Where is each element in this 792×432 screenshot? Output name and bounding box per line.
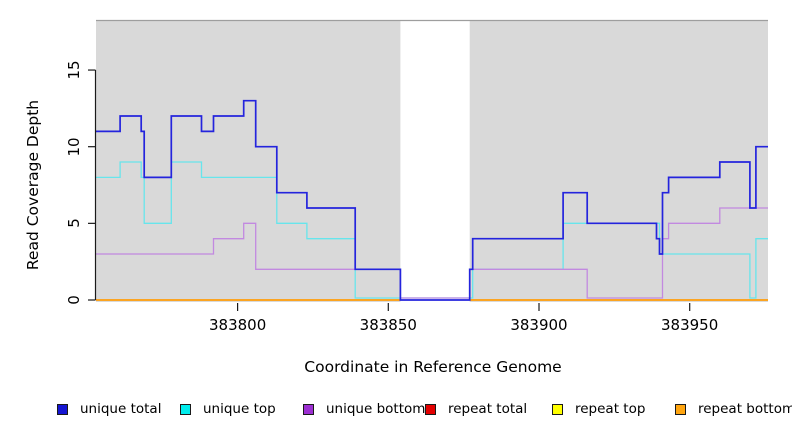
legend-swatch-icon	[675, 403, 686, 415]
legend-label: unique total	[80, 401, 162, 417]
legend-item: unique top	[180, 401, 276, 417]
legend-label: repeat top	[575, 401, 646, 417]
legend-item: unique bottom	[303, 401, 425, 417]
legend-item: repeat total	[425, 401, 527, 417]
y-tick-label: 10	[65, 137, 83, 157]
legend-label: repeat bottom	[698, 401, 792, 417]
legend-item: repeat bottom	[675, 401, 792, 417]
x-tick-label: 383800	[208, 316, 267, 334]
x-tick-label: 383900	[510, 316, 568, 334]
legend-swatch-icon	[180, 403, 191, 415]
x-tick-label: 383950	[661, 316, 719, 334]
legend-swatch-icon	[57, 403, 68, 415]
y-axis-title: Read Coverage Depth	[24, 99, 42, 271]
legend-swatch-icon	[425, 403, 436, 415]
legend-label: unique top	[203, 401, 276, 417]
legend-item: repeat top	[552, 401, 645, 417]
legend-swatch-icon	[303, 403, 314, 415]
legend-label: unique bottom	[326, 401, 426, 417]
y-tick-label: 0	[65, 295, 83, 305]
legend-label: repeat total	[448, 401, 528, 417]
y-tick-label: 5	[65, 218, 83, 229]
y-tick-label: 15	[65, 60, 83, 80]
x-axis-title: Coordinate in Reference Genome	[304, 358, 562, 376]
legend-swatch-icon	[552, 403, 563, 415]
legend-item: unique total	[57, 401, 161, 417]
x-tick-label: 383850	[359, 316, 417, 334]
